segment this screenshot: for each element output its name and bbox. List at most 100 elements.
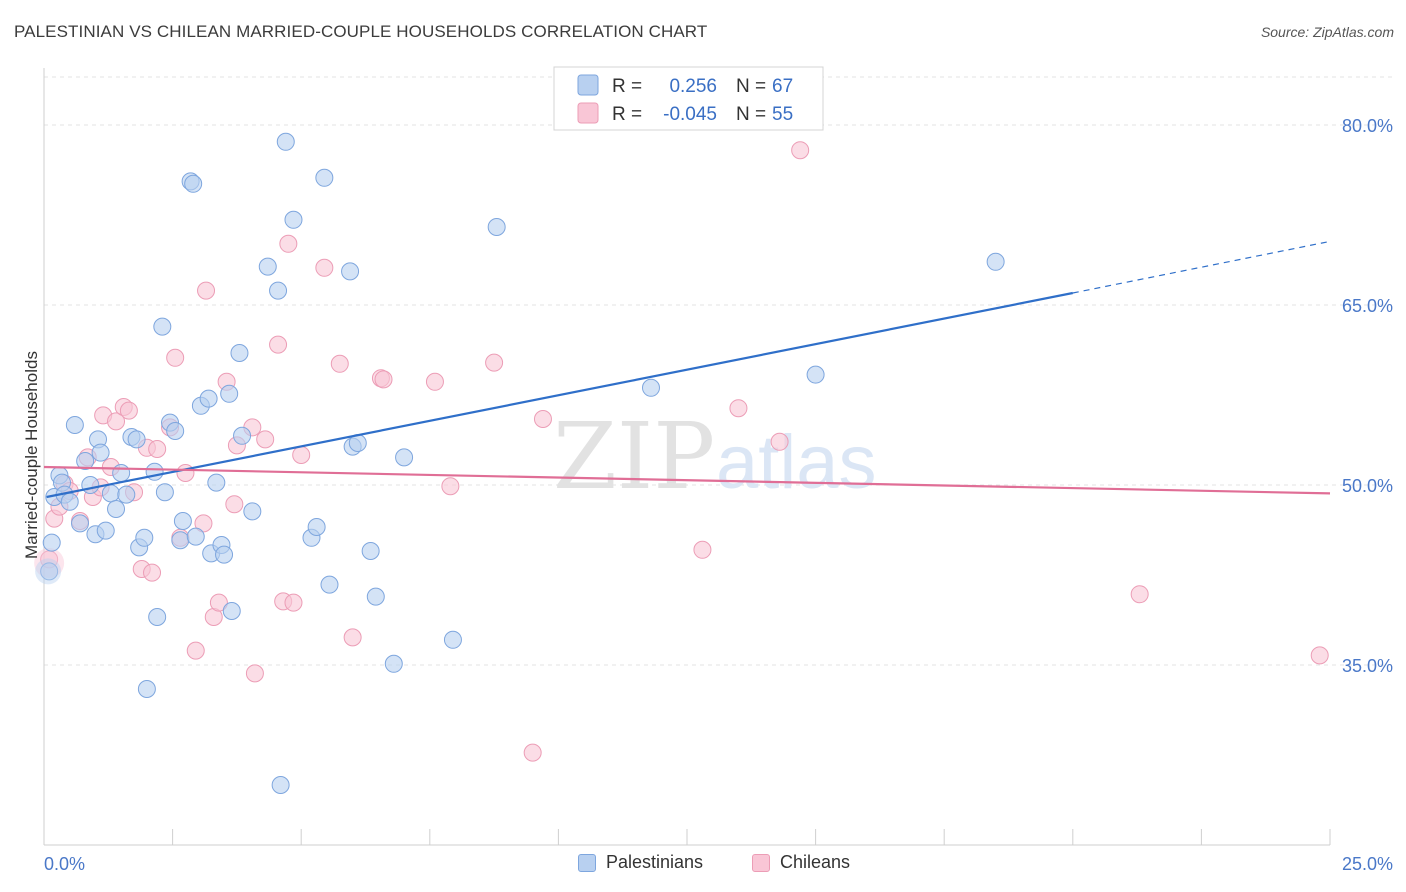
chileans-point (1310, 646, 1329, 665)
legend-r-label-2: R = (612, 104, 642, 125)
palestinians-point (112, 464, 131, 482)
legend-r-value-2: -0.045 (663, 104, 717, 125)
palestinians-point (641, 378, 660, 397)
y-tick-label: 50.0% (1342, 476, 1393, 496)
palestinians-point (117, 485, 136, 504)
legend-n-label-2: N = (736, 104, 766, 125)
bottom-legend: Palestinians Chileans (0, 852, 1406, 878)
palestinians-cluster-point (35, 558, 62, 585)
grid-lines (44, 76, 1392, 666)
y-tick-label: 80.0% (1342, 116, 1393, 136)
chileans-point (176, 464, 195, 482)
watermark: ZIP atlas (553, 403, 877, 510)
palestinians-point (137, 680, 156, 698)
chileans-point (425, 372, 444, 391)
palestinians-point (42, 533, 61, 552)
legend-n-value-2: 55 (772, 104, 793, 125)
chileans-point (256, 430, 275, 449)
palestinians-point (65, 416, 84, 434)
palestinians-point (341, 262, 360, 281)
palestinians-point (806, 365, 825, 384)
palestinians-point (71, 514, 90, 533)
chileans-point (485, 353, 504, 372)
chileans-point (269, 335, 288, 354)
palestinians-swatch (578, 853, 596, 872)
legend-label-palestinians: Palestinians (606, 852, 704, 872)
legend-swatch-blue (577, 74, 599, 96)
palestinians-point (320, 575, 339, 594)
palestinians-point (81, 476, 100, 494)
palestinians-point (243, 502, 262, 521)
palestinians-point (271, 776, 290, 794)
y-tick-label: 65.0% (1342, 296, 1393, 316)
chart-title: PALESTINIAN VS CHILEAN MARRIED-COUPLE HO… (14, 22, 708, 41)
chileans-point (245, 664, 264, 683)
legend-frame (553, 66, 824, 131)
palestinians-trend-extension (1072, 240, 1331, 294)
chileans-point (143, 563, 162, 582)
palestinians-point (101, 484, 120, 503)
palestinians-point (148, 608, 167, 626)
chileans-point (533, 410, 552, 428)
trend-lines (43, 240, 1331, 499)
palestinians-point (171, 531, 190, 550)
palestinians-trend-line (46, 291, 1074, 499)
chileans-point (148, 440, 167, 458)
palestinians-point (215, 545, 234, 564)
palestinians-point (284, 210, 303, 229)
chileans-point (279, 234, 298, 253)
chileans-point (209, 593, 228, 612)
chileans-point (194, 514, 213, 533)
y-axis-labels: 80.0% 65.0% 50.0% 35.0% (1342, 116, 1393, 676)
chileans-point (441, 477, 460, 496)
palestinians-point (107, 500, 126, 518)
chileans-point (330, 354, 349, 373)
chileans-point (166, 348, 185, 367)
palestinians-point (40, 562, 59, 581)
chileans-trend-line (43, 465, 1331, 495)
palestinians-point (258, 257, 277, 276)
palestinians-point (443, 630, 462, 649)
chileans-point (197, 281, 216, 300)
legend-label-chileans: Chileans (780, 852, 851, 872)
palestinians-point (361, 542, 380, 560)
y-axis-title: Married-couple Households (22, 351, 41, 559)
palestinians-point (186, 527, 205, 546)
chileans-point (343, 628, 362, 647)
chileans-point (374, 370, 393, 389)
palestinians-point (207, 473, 226, 492)
palestinians-points (35, 132, 1005, 794)
chileans-point (225, 495, 244, 514)
palestinians-point (230, 344, 249, 362)
palestinians-point (155, 483, 174, 502)
palestinians-point (307, 518, 326, 536)
palestinians-point (269, 281, 288, 300)
legend-box: R = 0.256 N = 67 R = -0.045 N = 55 (553, 66, 824, 131)
legend-r-value-1: 0.256 (669, 76, 717, 97)
palestinians-point (91, 443, 110, 462)
legend-item-palestinians[interactable]: Palestinians (578, 852, 703, 873)
palestinians-point (173, 512, 192, 530)
x-tick-label-end: 25.0% (1342, 854, 1393, 874)
palestinians-point (315, 168, 334, 187)
chileans-point (791, 141, 810, 160)
palestinians-point (199, 389, 218, 408)
chileans-point (693, 540, 712, 559)
legend-item-chileans[interactable]: Chileans (752, 852, 850, 873)
watermark-atlas: atlas (716, 420, 877, 505)
x-axis-labels: 0.0% 25.0% (44, 854, 1393, 874)
chileans-point (284, 593, 303, 612)
palestinians-point (76, 452, 95, 470)
palestinians-point (184, 174, 203, 193)
chileans-point (107, 412, 126, 431)
y-tick-label: 35.0% (1342, 656, 1393, 676)
palestinians-point (487, 218, 506, 236)
palestinians-point (220, 384, 239, 403)
chileans-point (292, 446, 311, 464)
palestinians-point (153, 317, 172, 336)
watermark-zip: ZIP (553, 403, 715, 510)
palestinians-point (60, 492, 79, 511)
legend-n-value-1: 67 (772, 76, 793, 97)
chileans-point (119, 401, 138, 420)
